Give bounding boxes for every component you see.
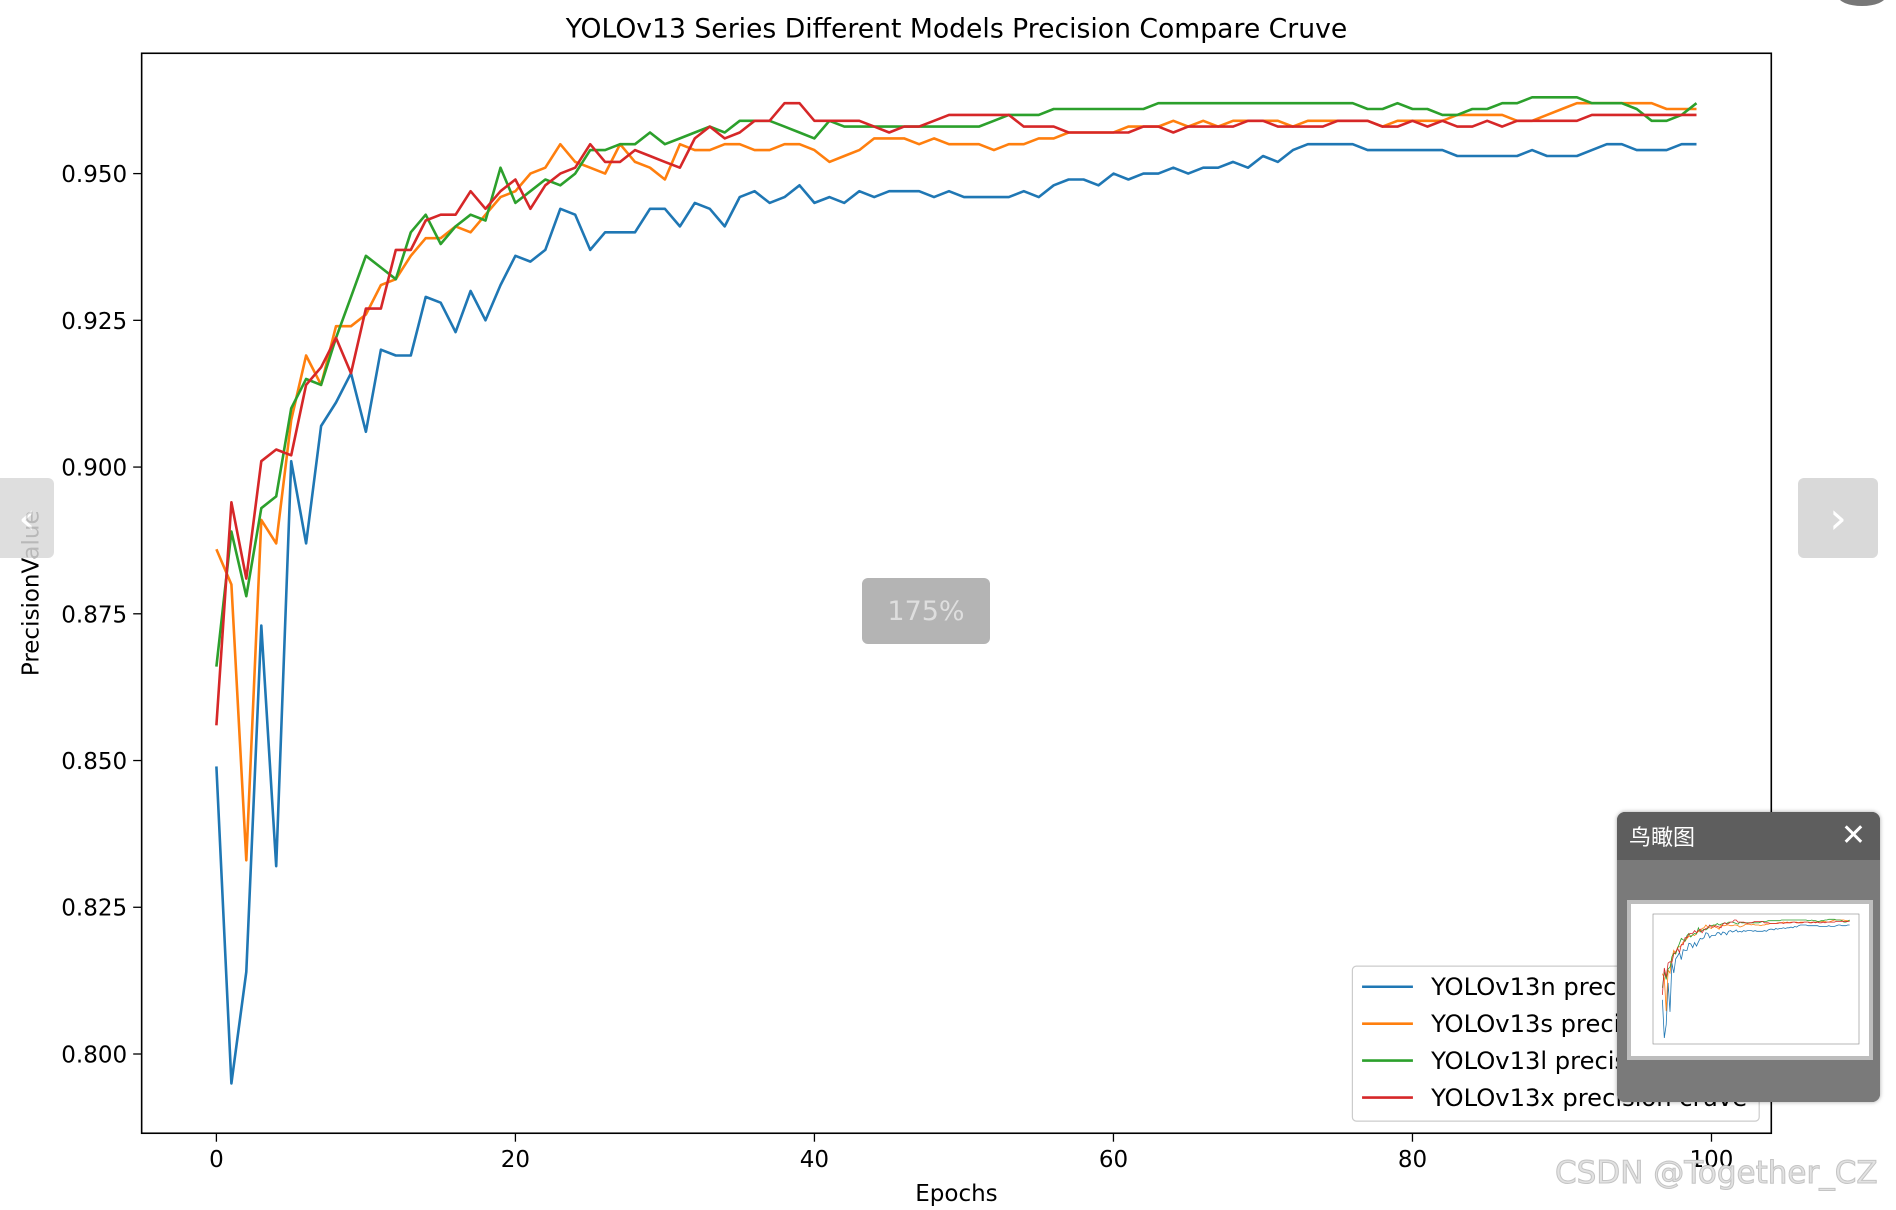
birdseye-thumbnail[interactable] <box>1627 900 1873 1060</box>
y-tick-label: 0.925 <box>61 309 127 335</box>
series-line-4 <box>215 101 1697 726</box>
y-tick-label: 0.800 <box>61 1042 127 1068</box>
x-tick-label: 0 <box>209 1147 224 1173</box>
birdseye-header: 鸟瞰图 ✕ <box>1617 812 1880 860</box>
plot-frame <box>140 52 1773 1135</box>
birdseye-body <box>1617 860 1880 1102</box>
x-tick-label: 100 <box>1690 1147 1734 1173</box>
thumbnail-series-4 <box>1662 919 1850 995</box>
y-tick-label: 0.875 <box>61 602 127 628</box>
prev-image-button[interactable]: ‹ <box>0 478 54 558</box>
x-tick-label: 20 <box>501 1147 530 1173</box>
chart-title: YOLOv13 Series Different Models Precisio… <box>565 14 1348 45</box>
y-tick-label: 0.950 <box>61 162 127 188</box>
chevron-right-icon: › <box>1829 492 1847 544</box>
x-axis-label: Epochs <box>915 1181 997 1207</box>
zoom-level-badge: 175% <box>862 578 990 644</box>
y-tick-label: 0.850 <box>61 749 127 775</box>
zoom-level-label: 175% <box>887 595 965 627</box>
next-image-button[interactable]: › <box>1798 478 1878 558</box>
close-icon[interactable]: ✕ <box>1840 818 1866 853</box>
y-tick-label: 0.900 <box>61 456 127 482</box>
birdseye-title: 鸟瞰图 <box>1629 826 1696 851</box>
series-line-2 <box>215 101 1697 862</box>
chevron-left-icon: ‹ <box>18 492 36 544</box>
series-line-1 <box>215 142 1697 1085</box>
watermark: CSDN @Together_CZ <box>1555 1155 1879 1192</box>
y-tick-label: 0.825 <box>61 896 127 922</box>
corner-decoration <box>1838 0 1886 6</box>
birdseye-panel[interactable]: 鸟瞰图 ✕ <box>1617 812 1880 1102</box>
thumbnail-series-1 <box>1662 924 1850 1039</box>
thumbnail-series-3 <box>1662 918 1850 988</box>
x-tick-label: 60 <box>1099 1147 1128 1173</box>
series-line-3 <box>215 96 1698 667</box>
x-tick-label: 80 <box>1398 1147 1427 1173</box>
x-tick-label: 40 <box>800 1147 829 1173</box>
thumbnail-frame <box>1652 913 1860 1045</box>
thumbnail-chart <box>1652 913 1860 1045</box>
